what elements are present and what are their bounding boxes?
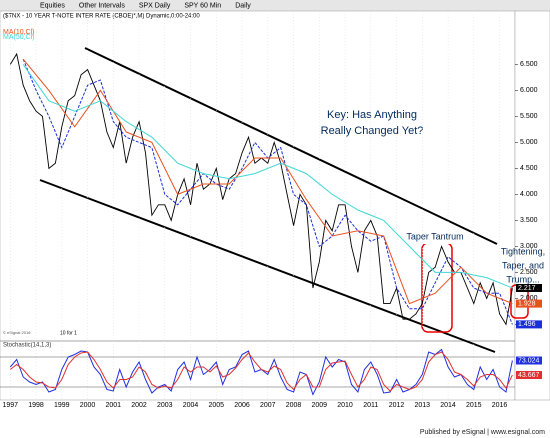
series-line bbox=[22, 64, 513, 289]
x-tick-label: 2003 bbox=[157, 402, 173, 409]
value-tag-label: 73.024 bbox=[518, 357, 540, 364]
series-line bbox=[22, 58, 513, 305]
value-tag bbox=[516, 299, 542, 308]
y-tick-label: 6.000 bbox=[520, 87, 538, 94]
trend-line bbox=[39, 179, 496, 353]
value-tag-label: 2.217 bbox=[518, 285, 536, 292]
x-tick-label: 2001 bbox=[106, 402, 122, 409]
annotation: Tightening, bbox=[501, 246, 545, 256]
y-tick-label: 6.500 bbox=[520, 61, 538, 68]
trend-line bbox=[84, 47, 498, 245]
toolbar-item: Daily bbox=[235, 2, 251, 9]
toolbar bbox=[0, 0, 550, 11]
x-tick-label: 2011 bbox=[363, 402, 378, 409]
x-tick-label: 2000 bbox=[80, 402, 96, 409]
x-tick-label: 2016 bbox=[492, 402, 508, 409]
value-tag bbox=[516, 320, 542, 329]
value-tag-label: 43.667 bbox=[518, 372, 540, 379]
annotation: Taper, and bbox=[502, 260, 544, 270]
y-tick-label: 5.000 bbox=[520, 139, 538, 146]
x-tick-label: 2004 bbox=[183, 402, 199, 409]
annotation: Trump... bbox=[506, 274, 539, 284]
x-tick-label: 1997 bbox=[3, 402, 19, 409]
x-tick-label: 2006 bbox=[234, 402, 250, 409]
legend-entry: MA(50,Cl) bbox=[3, 34, 35, 41]
x-tick-label: 2014 bbox=[440, 402, 456, 409]
y-tick-label: 2.500 bbox=[520, 269, 538, 276]
axis-area bbox=[514, 10, 550, 401]
x-tick-label: 2005 bbox=[209, 402, 225, 409]
footer: Published by eSignal | www.esignal.com bbox=[420, 429, 545, 436]
value-tag bbox=[516, 371, 542, 379]
toolbar-item: Other Intervals bbox=[79, 2, 125, 9]
value-tag bbox=[516, 284, 542, 292]
toolbar-item: SPY 60 Min bbox=[184, 2, 221, 9]
note: © eSignal 2016 bbox=[3, 330, 31, 335]
chart-title: ($TNX - 10 YEAR T-NOTE INTER RATE (CBOE)… bbox=[3, 14, 200, 20]
series-line bbox=[9, 351, 513, 392]
x-tick-label: 2002 bbox=[131, 402, 147, 409]
annotation: Key: Has Anything bbox=[327, 109, 417, 121]
y-tick-label: 3.000 bbox=[520, 243, 538, 250]
note: 10 for 1 bbox=[60, 330, 77, 336]
x-tick-label: 2008 bbox=[286, 402, 302, 409]
y-tick-label: 4.000 bbox=[520, 191, 538, 198]
value-tag-label: 1.928 bbox=[518, 300, 536, 307]
x-tick-label: 2013 bbox=[415, 402, 431, 409]
y-tick-label: 4.500 bbox=[520, 165, 538, 172]
value-tag-label: 1.496 bbox=[518, 321, 536, 328]
x-tick-label: 2015 bbox=[466, 402, 482, 409]
annotation: Taper Tantrum bbox=[406, 231, 463, 241]
value-tag bbox=[516, 356, 542, 365]
toolbar-item: Equities bbox=[40, 2, 65, 9]
x-tick-label: 2009 bbox=[312, 402, 328, 409]
x-tick-label: 1999 bbox=[54, 402, 70, 409]
toolbar-item: SPX Daily bbox=[139, 2, 171, 9]
legend-entry: MA(10,Cl) bbox=[3, 29, 35, 36]
y-tick-label: 3.500 bbox=[520, 217, 538, 224]
label-bg bbox=[405, 230, 465, 244]
y-tick-label: 5.500 bbox=[520, 113, 538, 120]
x-tick-label: 1998 bbox=[28, 402, 44, 409]
x-tick-label: 2012 bbox=[389, 402, 405, 409]
x-tick-label: 2010 bbox=[337, 402, 353, 409]
plot-area bbox=[0, 10, 516, 401]
x-tick-label: 2007 bbox=[260, 402, 276, 409]
stoch-title: Stochastic(14,1,3) bbox=[3, 343, 51, 349]
y-tick-label: 2.000 bbox=[520, 295, 538, 302]
annotation: Really Changed Yet? bbox=[321, 125, 424, 137]
